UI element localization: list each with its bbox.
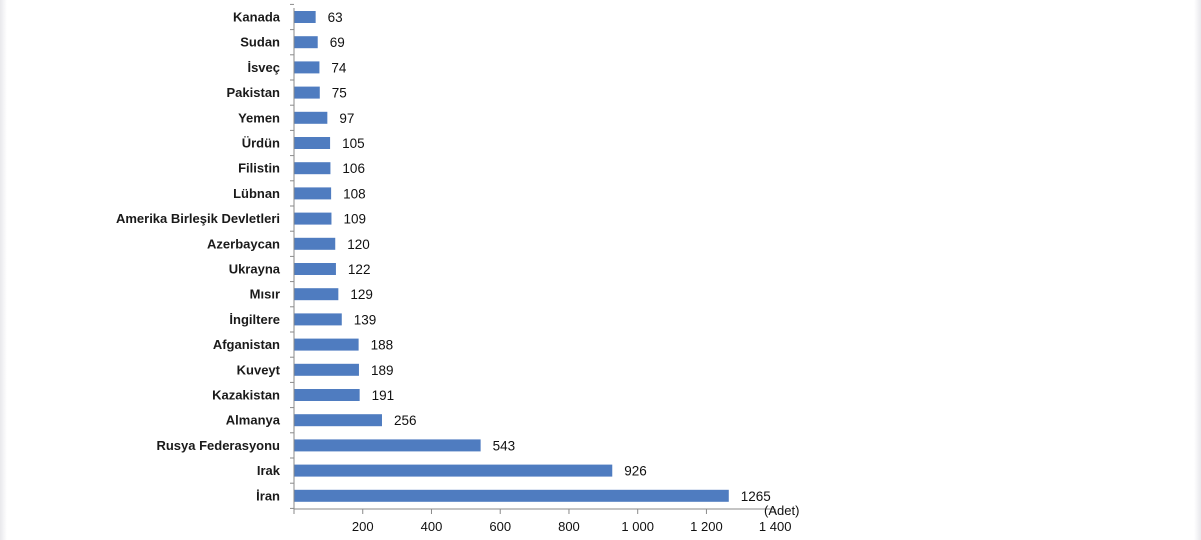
value-labels: 63 69 74 75 97 105 106 108 109 120 122 129 139 188 189… bbox=[328, 10, 771, 504]
category-label: Almanya bbox=[226, 413, 281, 428]
bar bbox=[294, 237, 336, 250]
bar bbox=[294, 61, 320, 74]
x-tick-label: 600 bbox=[489, 519, 511, 534]
category-label: Kanada bbox=[233, 10, 281, 25]
category-label: Pakistan bbox=[227, 85, 281, 100]
category-label: Ürdün bbox=[242, 136, 280, 151]
category-label: Azerbaycan bbox=[207, 236, 280, 251]
bar bbox=[294, 137, 331, 149]
value-label: 256 bbox=[394, 413, 417, 428]
bar bbox=[294, 86, 320, 99]
x-tick-label: 1 400 bbox=[759, 519, 792, 534]
bar bbox=[294, 11, 316, 23]
bar bbox=[294, 363, 359, 376]
category-label: Lübnan bbox=[233, 186, 280, 201]
right-edge-shadow bbox=[1194, 0, 1201, 540]
category-label: Rusya Federasyonu bbox=[156, 438, 280, 453]
x-tick-label: 1 000 bbox=[621, 519, 654, 534]
value-label: 75 bbox=[332, 86, 347, 101]
category-label: Yemen bbox=[238, 110, 280, 125]
value-label: 188 bbox=[371, 338, 394, 353]
x-tick-label: 400 bbox=[421, 519, 443, 534]
value-label: 63 bbox=[328, 10, 343, 25]
value-label: 122 bbox=[348, 262, 371, 277]
category-label: Mısır bbox=[250, 287, 280, 302]
value-label: 191 bbox=[372, 388, 395, 403]
bar bbox=[294, 288, 339, 301]
axes: 200 400 600 800 1 000 1 200 1 400 bbox=[290, 3, 792, 534]
value-label: 106 bbox=[342, 161, 365, 176]
bar bbox=[294, 439, 481, 452]
bars-layer bbox=[294, 11, 729, 502]
value-label: 74 bbox=[331, 60, 347, 75]
bar bbox=[294, 464, 613, 477]
bar bbox=[294, 263, 336, 275]
category-label: Amerika Birleşik Devletleri bbox=[116, 211, 280, 226]
x-tick-label: 200 bbox=[352, 519, 374, 534]
value-label: 97 bbox=[339, 111, 354, 126]
category-label: İngiltere bbox=[229, 312, 280, 327]
category-label: Afganistan bbox=[213, 337, 280, 352]
value-label: 1265 bbox=[741, 489, 771, 504]
bar bbox=[294, 389, 360, 401]
category-label: Sudan bbox=[240, 35, 280, 50]
category-label: İran bbox=[256, 488, 280, 503]
bar bbox=[294, 162, 331, 175]
value-label: 109 bbox=[343, 212, 366, 227]
left-edge-shadow bbox=[0, 0, 7, 540]
category-label: İsveç bbox=[247, 60, 280, 75]
bar bbox=[294, 111, 328, 124]
bar bbox=[294, 36, 318, 49]
bar bbox=[294, 212, 332, 225]
value-label: 129 bbox=[350, 287, 373, 302]
x-tick-label: 800 bbox=[558, 519, 580, 534]
value-label: 108 bbox=[343, 186, 366, 201]
bar bbox=[294, 338, 359, 351]
category-label: Irak bbox=[257, 463, 281, 478]
category-label: Kazakistan bbox=[212, 388, 280, 403]
value-label: 120 bbox=[347, 237, 370, 252]
value-label: 69 bbox=[330, 35, 345, 50]
category-label: Kuveyt bbox=[237, 362, 281, 377]
value-label: 926 bbox=[624, 464, 647, 479]
category-labels: Kanada Sudan İsveç Pakistan Yemen Ürdün Filist… bbox=[116, 10, 281, 504]
bar bbox=[294, 414, 382, 427]
x-tick-label: 1 200 bbox=[690, 519, 723, 534]
category-label: Filistin bbox=[238, 161, 280, 176]
bar bbox=[294, 489, 729, 502]
value-label: 189 bbox=[371, 363, 394, 378]
bar bbox=[294, 313, 342, 326]
category-label: Ukrayna bbox=[229, 262, 281, 277]
value-label: 139 bbox=[354, 312, 377, 327]
unit-label: (Adet) bbox=[764, 503, 799, 518]
value-label: 543 bbox=[493, 438, 516, 453]
value-label: 105 bbox=[342, 136, 365, 151]
bar bbox=[294, 187, 332, 200]
